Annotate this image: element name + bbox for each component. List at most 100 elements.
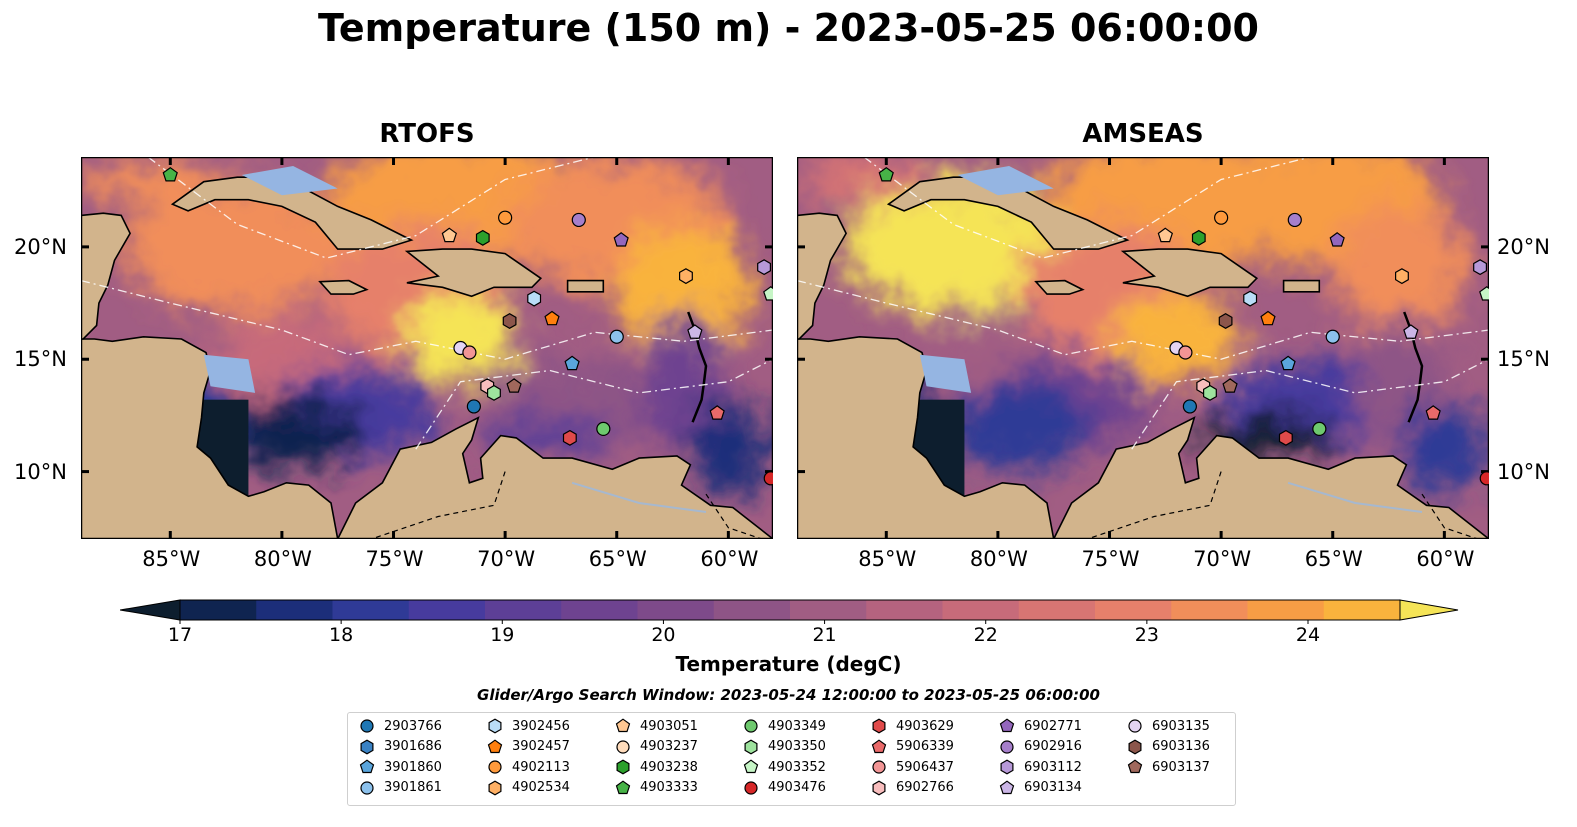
legend-label: 6903136 (1152, 739, 1210, 754)
legend-item-3901686: 3901686 (358, 737, 442, 757)
legend-marker-icon (1000, 759, 1014, 775)
legend-item-4902534: 4902534 (486, 778, 570, 798)
legend-item-4903349: 4903349 (742, 716, 826, 736)
legend-marker-icon (871, 738, 887, 753)
float-marker-6903136 (1218, 313, 1233, 329)
legend-item-4903352: 4903352 (742, 757, 826, 777)
legend-marker-icon (744, 719, 758, 733)
float-marker-4903476 (1479, 471, 1489, 486)
legend-label: 4903476 (768, 780, 826, 795)
legend-label: 4903238 (640, 759, 698, 775)
legend-label: 6902916 (1024, 739, 1082, 754)
legend-marker-icon (872, 760, 886, 774)
legend-item-6903137: 6903137 (1126, 757, 1210, 777)
float-marker-2903766 (1182, 399, 1197, 414)
float-legend: 2903766 3901686 3901860 3901861 3902456 39024… (347, 712, 1236, 806)
legend-marker-icon (616, 739, 630, 754)
legend-item-6903134: 6903134 (998, 778, 1082, 798)
legend-label: 3902457 (512, 739, 570, 754)
legend-label: 3902456 (512, 718, 570, 734)
legend-item-5906437: 5906437 (870, 757, 954, 777)
lon-tick-label: 85°W (142, 547, 201, 571)
legend-item-6902771: 6902771 (998, 716, 1082, 736)
legend-label: 4903349 (768, 718, 826, 734)
float-marker-6903137 (506, 378, 522, 393)
legend-marker-icon (743, 759, 759, 774)
colorbar-tick-label: 21 (812, 624, 837, 646)
legend-item-4903238: 4903238 (614, 757, 698, 777)
legend-item-4903333: 4903333 (614, 778, 698, 798)
float-marker-3901861 (1325, 329, 1340, 344)
float-marker-4903051 (441, 227, 458, 243)
float-marker-4903629 (1278, 429, 1293, 446)
float-marker-6902771 (1329, 232, 1345, 247)
lat-tick-label-right: 10°N (1497, 459, 1550, 484)
float-marker-6903134 (687, 324, 703, 339)
legend-label: 4903629 (896, 718, 954, 734)
colorbar-tick-label: 22 (973, 624, 998, 646)
lon-tick-label: 80°W (253, 547, 312, 571)
legend-item-4902113: 4902113 (486, 757, 570, 777)
colorbar-label: Temperature (degC) (675, 652, 902, 676)
colorbar (120, 599, 1459, 624)
float-marker-3902456 (527, 290, 542, 307)
float-marker-3902457 (1260, 310, 1276, 326)
legend-label: 6902766 (896, 780, 954, 795)
legend-label: 6903134 (1024, 780, 1082, 795)
legend-label: 2903766 (384, 718, 442, 734)
lat-tick-label-right: 20°N (1497, 234, 1550, 259)
lon-tick-label: 60°W (700, 547, 759, 571)
legend-marker-icon (872, 718, 886, 734)
legend-label: 4903333 (640, 780, 698, 795)
float-marker-5906437 (1178, 345, 1193, 360)
lat-tick-label-left: 15°N (14, 347, 67, 372)
legend-label: 3901861 (384, 780, 442, 795)
float-marker-6903112 (1473, 259, 1487, 276)
legend-marker-icon (999, 779, 1015, 794)
legend-marker-icon (1000, 739, 1014, 754)
legend-marker-icon (488, 718, 502, 734)
legend-item-6903135: 6903135 (1126, 716, 1210, 736)
float-marker-6903137 (1222, 378, 1238, 393)
float-marker-4903238 (475, 229, 490, 246)
legend-marker-icon (360, 739, 374, 754)
float-marker-6902771 (613, 232, 629, 247)
float-marker-6903134 (1403, 324, 1419, 339)
legend-label: 6902771 (1024, 718, 1082, 734)
legend-marker-icon (872, 780, 886, 795)
float-marker-6902916 (1287, 212, 1302, 228)
rtofs-map (81, 157, 773, 539)
panel-title-amseas: AMSEAS (1082, 119, 1204, 149)
legend-item-6903112: 6903112 (998, 757, 1082, 777)
lon-tick-label: 75°W (1081, 547, 1140, 571)
legend-item-4903051: 4903051 (614, 716, 698, 736)
float-marker-6903136 (502, 313, 517, 329)
colorbar-tick-label: 23 (1134, 624, 1159, 646)
lon-tick-label: 60°W (1416, 547, 1475, 571)
legend-label: 5906437 (896, 759, 954, 775)
lon-tick-label: 70°W (1193, 547, 1252, 571)
float-marker-3902457 (544, 310, 560, 326)
legend-item-6903136: 6903136 (1126, 737, 1210, 757)
legend-label: 4903051 (640, 718, 698, 734)
legend-label: 4902534 (512, 780, 570, 795)
legend-label: 4903350 (768, 739, 826, 754)
amseas-map (797, 157, 1489, 539)
legend-marker-icon (615, 779, 631, 794)
legend-item-3901860: 3901860 (358, 757, 442, 777)
colorbar-tick-label: 18 (329, 624, 354, 646)
float-marker-4902113 (498, 210, 513, 225)
legend-item-3902456: 3902456 (486, 716, 570, 736)
float-marker-4902534 (1395, 268, 1409, 285)
float-marker-4903352 (763, 286, 773, 301)
legend-item-5906339: 5906339 (870, 737, 954, 757)
legend-marker-icon (616, 759, 630, 775)
float-marker-4903629 (562, 429, 577, 446)
legend-label: 6903137 (1152, 759, 1210, 775)
legend-item-6902766: 6902766 (870, 778, 954, 798)
legend-label: 6903112 (1024, 759, 1082, 775)
legend-marker-icon (615, 718, 631, 733)
legend-marker-icon (359, 759, 375, 774)
legend-marker-icon (360, 719, 374, 733)
legend-marker-icon (488, 780, 502, 795)
